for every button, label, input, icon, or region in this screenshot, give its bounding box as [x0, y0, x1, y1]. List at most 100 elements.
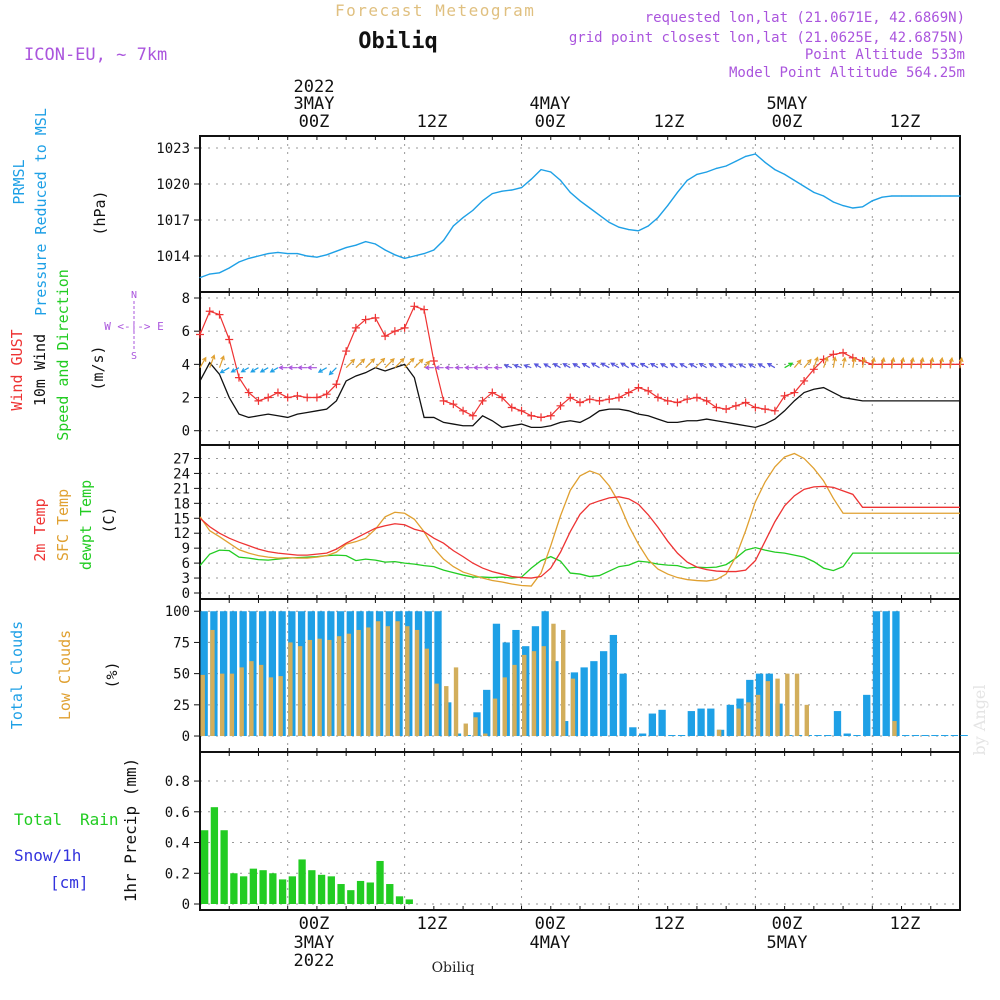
wind-arrow — [581, 362, 591, 369]
pressure-point — [277, 251, 279, 253]
wind-arrow — [355, 358, 366, 369]
wind-dir-label: Speed and Direction — [54, 269, 72, 441]
total-cloud-bar — [853, 735, 861, 737]
low-cloud-bar — [483, 733, 488, 737]
gust-marker — [722, 405, 731, 414]
wind-arrow — [803, 358, 812, 369]
total-cloud-bar — [902, 735, 910, 737]
wind-arrow — [552, 363, 561, 369]
wind-arrow — [900, 356, 906, 368]
tsfc-label: SFC Temp — [54, 489, 72, 561]
wind-arrow — [523, 363, 532, 369]
pressure-point — [335, 250, 338, 252]
low-cloud-bar — [375, 621, 381, 737]
gust-marker — [546, 411, 555, 420]
wind-arrow — [639, 362, 649, 369]
temperature-chart — [199, 452, 960, 587]
wind-arrow — [708, 363, 717, 369]
low-cloud-bar — [249, 661, 254, 737]
wind-arrow — [728, 363, 737, 369]
low-cloud-bar — [522, 654, 527, 737]
low-cloud-bar — [210, 629, 215, 737]
gust-marker — [556, 401, 565, 410]
surface-temp-line — [199, 452, 960, 587]
pressure-point — [647, 225, 649, 227]
wind-arrow — [841, 356, 847, 368]
wind-arrow — [297, 365, 308, 371]
t2m-line — [199, 485, 960, 579]
gust-marker — [196, 330, 204, 339]
pressure-point — [218, 272, 221, 274]
pressure-point — [813, 191, 815, 193]
compass-south: S — [131, 351, 137, 362]
low-cloud-bar — [268, 677, 274, 737]
low-cloud-bar — [755, 694, 761, 737]
y-tick-label: 0 — [182, 729, 190, 745]
gust-marker — [312, 393, 321, 402]
pressure-unit: (hPa) — [91, 190, 109, 235]
point-altitude: Point Altitude 533m — [805, 47, 965, 63]
wind-arrow — [939, 356, 945, 368]
wind-speed-label: 10m Wind — [31, 334, 49, 406]
total-cloud-bar — [492, 623, 501, 737]
precip-bar — [230, 873, 238, 904]
low-cloud-bar — [346, 633, 352, 737]
pressure-panel-labels: PRMSL Pressure Reduced to MSL (hPa) — [10, 108, 109, 316]
pressure-point — [861, 206, 864, 208]
gust-marker — [576, 398, 584, 407]
wind-arrow — [365, 358, 376, 369]
wind-arrow — [209, 354, 216, 368]
pressure-point — [491, 193, 493, 195]
low-cloud-bar — [775, 678, 780, 737]
gust-marker — [537, 413, 546, 422]
bottom-axis-day: 3MAY — [294, 933, 335, 953]
pressure-point — [939, 195, 942, 197]
pressure-label-1: PRMSL — [10, 159, 28, 204]
panel-frames: 1014101710201023024680369121518212427025… — [156, 135, 961, 913]
pressure-point — [842, 205, 844, 207]
gust-marker — [498, 393, 507, 402]
pressure-point — [462, 217, 464, 219]
gust-marker — [390, 327, 399, 336]
wind-arrow — [948, 356, 954, 368]
pressure-point — [199, 277, 201, 279]
total-cloud-bar — [200, 611, 208, 737]
pressure-point — [559, 179, 562, 181]
total-cloud-bar — [931, 735, 939, 737]
pressure-point — [452, 225, 454, 227]
pressure-point — [745, 155, 747, 157]
total-cloud-bar — [697, 708, 705, 737]
pressure-point — [764, 161, 766, 163]
precip-bar — [327, 876, 335, 904]
precip-bar — [269, 873, 277, 904]
total-cloud-bar — [824, 735, 832, 737]
gust-marker — [731, 401, 740, 410]
pressure-point — [628, 229, 630, 231]
total-cloud-bar — [619, 673, 627, 737]
gust-marker — [381, 332, 390, 341]
total-cloud-bar — [629, 727, 637, 737]
low-cloud-bar — [444, 686, 449, 737]
wind-arrow — [851, 356, 857, 368]
precip-chart — [201, 807, 413, 904]
pressure-point — [715, 167, 718, 169]
gust-marker — [264, 393, 273, 402]
total-cloud-bar — [609, 634, 618, 737]
gust-marker — [692, 393, 701, 402]
pressure-point — [706, 171, 708, 173]
low-cloud-bar — [239, 667, 244, 737]
low-cloud-bar — [785, 673, 790, 737]
y-tick-label: 2 — [182, 391, 190, 407]
pressure-point — [316, 256, 318, 258]
wind-arrow — [317, 367, 327, 373]
gust-marker — [585, 395, 594, 404]
wind-arrow — [590, 362, 600, 369]
low-cloud-bar — [794, 673, 800, 737]
precip-bar — [220, 830, 228, 904]
wind-arrow — [679, 363, 688, 369]
wind-arrow — [218, 355, 225, 368]
panel-frame — [199, 444, 961, 600]
low-cloud-bar — [463, 723, 468, 737]
low-cloud-bar — [258, 664, 264, 737]
wind-arrow — [374, 357, 386, 369]
